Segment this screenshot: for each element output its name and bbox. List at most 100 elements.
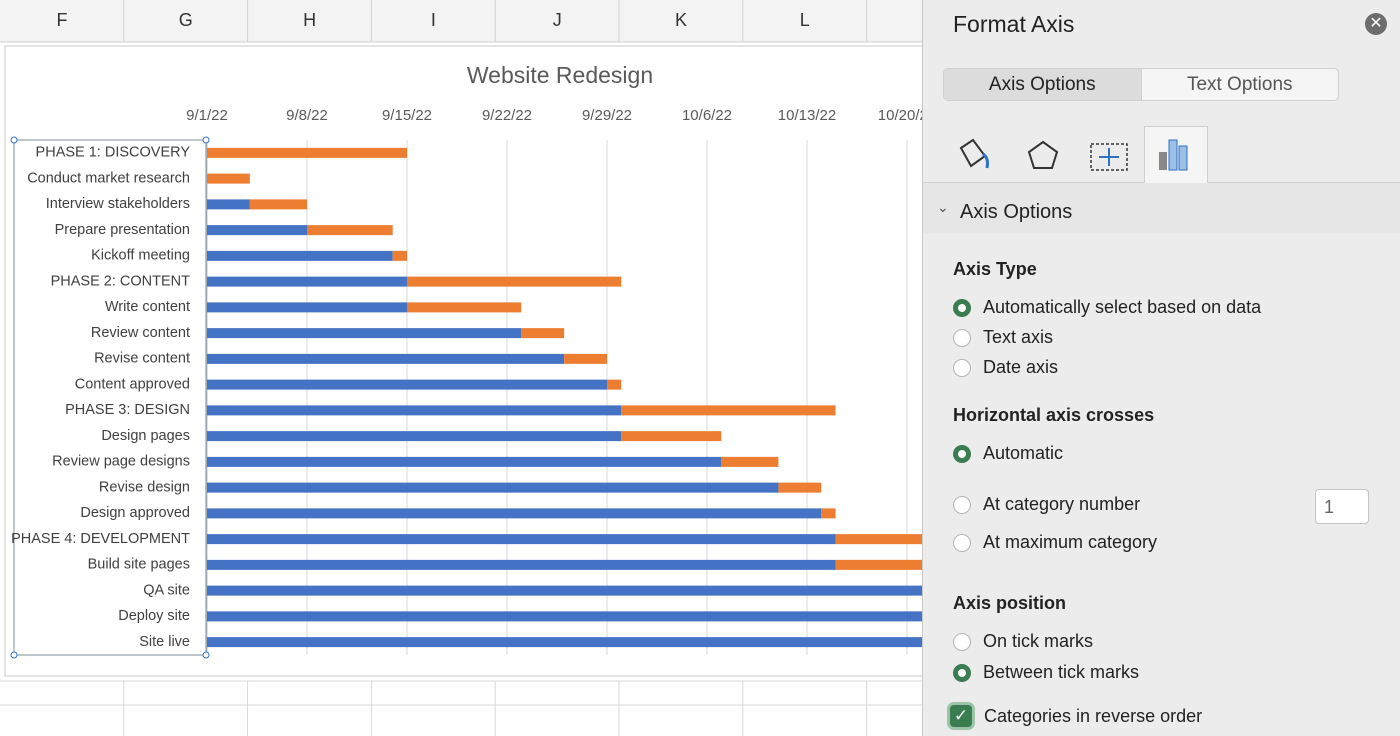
close-button[interactable]: ✕	[1365, 13, 1387, 35]
tab[interactable]: Text Options	[1140, 69, 1339, 100]
plot: 9/1/22 9/8/22 9/15/22 9/22/22 9/29/22 10/6/22…	[11, 107, 922, 655]
x-tick-label: 10/20/22	[878, 107, 922, 124]
bar-duration	[207, 173, 250, 184]
checkbox[interactable]: ✓	[950, 705, 972, 727]
bar-duration	[821, 508, 836, 519]
radio-label[interactable]: On tick marks	[983, 631, 1094, 651]
radio-option[interactable]: Text axis	[953, 327, 1053, 348]
radio-option[interactable]: Date axis	[953, 357, 1058, 378]
bar-start	[207, 276, 407, 287]
checkbox-option[interactable]: ✓ Categories in reverse order	[950, 705, 1202, 727]
bar-start	[207, 328, 522, 339]
y-tick-label: Revise design	[99, 479, 190, 495]
bar-start	[207, 585, 922, 596]
radio-button[interactable]	[953, 632, 971, 651]
radio-label[interactable]: Text axis	[983, 327, 1054, 347]
category-number-input[interactable]: 1	[1315, 489, 1369, 524]
column-letter: G	[179, 10, 193, 30]
tab[interactable]: Axis Options	[944, 69, 1141, 100]
radio-option[interactable]: On tick marks	[953, 631, 1093, 652]
radio-button[interactable]	[953, 298, 971, 317]
bar-start	[207, 611, 922, 622]
bar-duration	[207, 147, 407, 158]
y-tick-label: PHASE 3: DESIGN	[65, 402, 190, 418]
axis-selection	[13, 139, 207, 656]
bar-duration	[721, 456, 779, 467]
radio-label[interactable]: Date axis	[983, 357, 1059, 377]
section-title[interactable]: Axis Options	[960, 201, 1073, 223]
bar-duration	[621, 431, 722, 442]
column-letter: K	[675, 10, 687, 30]
radio-option[interactable]: At maximum category	[953, 532, 1157, 553]
column-letter: F	[57, 10, 68, 30]
radio-option[interactable]: Automatically select based on data	[953, 297, 1261, 318]
group-label: Axis Type	[953, 259, 1037, 279]
y-tick-label: Design pages	[101, 428, 190, 444]
radio-button[interactable]	[953, 358, 971, 377]
radio-option[interactable]: Automatic	[953, 443, 1063, 464]
y-tick-label: Review page designs	[52, 454, 190, 470]
radio-label[interactable]: Automatic	[983, 443, 1064, 463]
radio-button[interactable]	[953, 328, 971, 347]
section-bar[interactable]	[923, 183, 1400, 233]
spreadsheet: Website Redesign 9/1/22 9/8/22 9/15/22 9/22…	[0, 0, 922, 736]
format-panel: Format Axis ✕ Axis Options Text Options ⌄…	[922, 0, 1400, 736]
bar-start	[207, 508, 822, 519]
bar-duration	[407, 302, 522, 313]
y-tick-label: PHASE 1: DISCOVERY	[36, 145, 191, 161]
y-tick-label: Conduct market research	[27, 170, 190, 186]
radio-button[interactable]	[953, 444, 971, 463]
y-tick-label: Review content	[91, 325, 190, 341]
group-label: Axis position	[953, 593, 1067, 613]
y-tick-label: Interview stakeholders	[46, 196, 190, 212]
bar-duration	[778, 482, 822, 493]
bar-duration	[564, 353, 607, 364]
bar-duration	[835, 534, 922, 545]
selection-handle	[202, 136, 210, 144]
radio-label[interactable]: Between tick marks	[983, 662, 1140, 682]
radio-label[interactable]: Automatically select based on data	[983, 297, 1262, 317]
bar-duration	[307, 225, 393, 236]
radio-label[interactable]: At maximum category	[983, 532, 1158, 552]
bar-duration	[521, 328, 565, 339]
y-tick-label: Design approved	[80, 505, 190, 521]
bar-start	[207, 302, 407, 313]
bar-start	[207, 637, 922, 648]
bar-start	[207, 353, 565, 364]
y-tick-label: Content approved	[75, 376, 190, 392]
selection-handle	[202, 651, 210, 659]
bar-duration	[607, 379, 622, 390]
chart-title: Website Redesign	[467, 62, 653, 88]
group-label: Horizontal axis crosses	[953, 405, 1155, 425]
x-tick-label: 9/22/22	[482, 107, 532, 124]
radio-option[interactable]: Between tick marks	[953, 662, 1139, 683]
radio-button[interactable]	[953, 533, 971, 552]
radio-label[interactable]: At category number	[983, 494, 1141, 514]
y-tick-label: Revise content	[94, 351, 190, 367]
y-tick-label: PHASE 2: CONTENT	[51, 273, 191, 289]
radio-option[interactable]: At category number	[953, 494, 1140, 515]
column-letter: H	[303, 10, 316, 30]
radio-button[interactable]	[953, 663, 971, 682]
bar-start	[207, 379, 607, 390]
x-tick-label: 10/13/22	[778, 107, 836, 124]
radio-button[interactable]	[953, 495, 971, 514]
bar-start	[207, 534, 836, 545]
bar-duration	[249, 199, 307, 210]
column-header-bar	[0, 0, 922, 42]
checkbox-label[interactable]: Categories in reverse order	[984, 705, 1203, 726]
y-tick-label: Write content	[105, 299, 190, 315]
bar-start	[207, 456, 722, 467]
selection-handle	[10, 651, 18, 659]
x-tick-label: 9/15/22	[382, 107, 432, 124]
bar-duration	[407, 276, 622, 287]
icon-row	[959, 138, 1188, 171]
bar-start	[207, 559, 836, 570]
column-letter: I	[431, 10, 436, 30]
chevron: ⌄	[937, 199, 949, 215]
x-tick-label: 9/1/22	[186, 107, 228, 124]
y-tick-label: Build site pages	[88, 557, 190, 573]
column-letter: M	[921, 10, 922, 30]
tab-bar: Axis Options Text Options	[943, 68, 1339, 101]
